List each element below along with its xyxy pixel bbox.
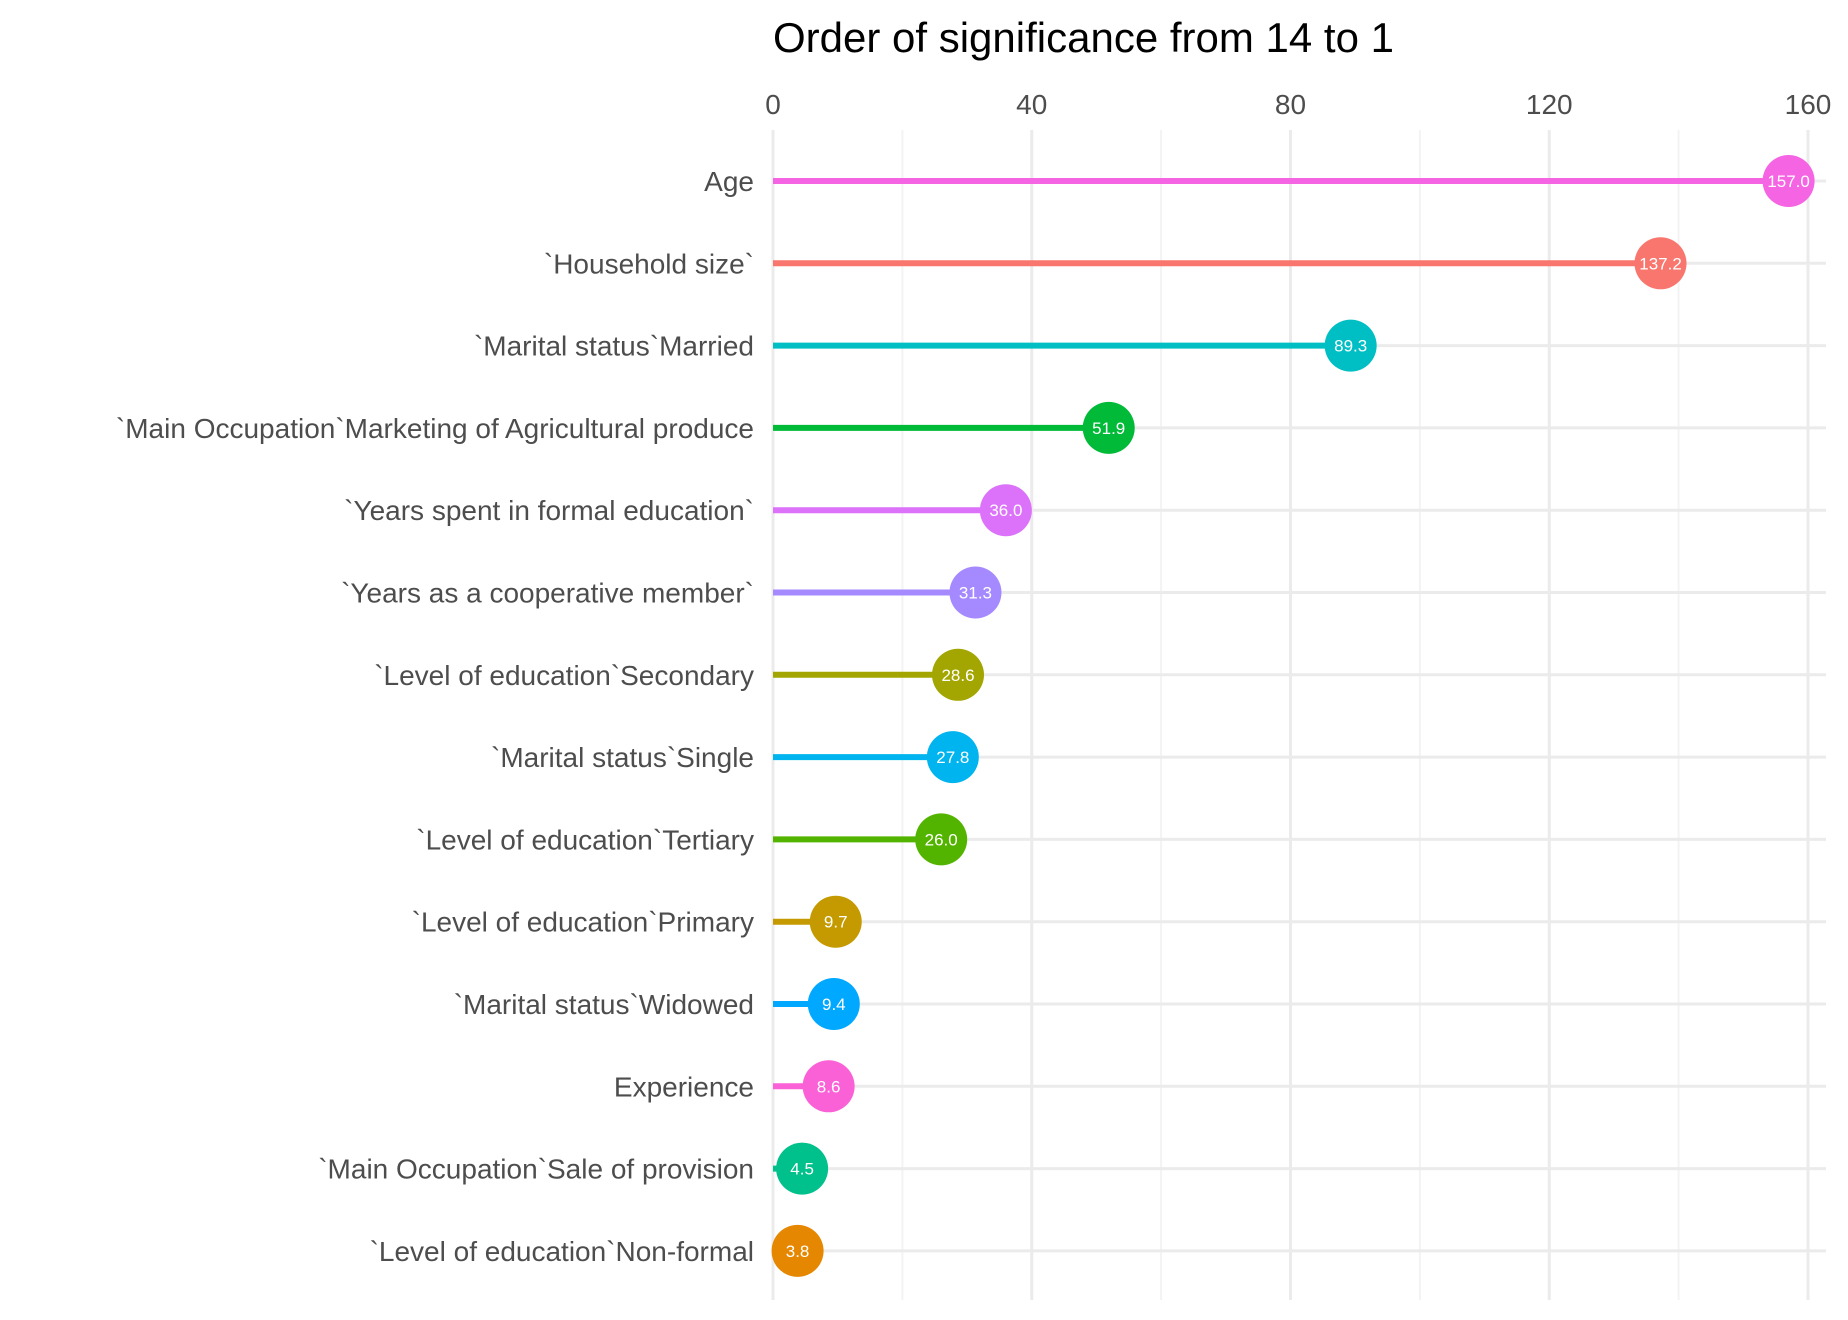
lollipop-point xyxy=(807,978,860,1030)
category-label: `Main Occupation`Sale of provision xyxy=(318,1154,754,1185)
lollipop-point xyxy=(802,1060,855,1113)
lollipop-point xyxy=(771,1224,824,1277)
value-label: 9.4 xyxy=(822,995,846,1014)
chart-title: Order of significance from 14 to 1 xyxy=(773,14,1394,61)
lollipop-point xyxy=(1324,319,1377,372)
lollipop-point xyxy=(1762,155,1815,207)
category-label: `Marital status`Single xyxy=(491,742,754,773)
value-label: 28.6 xyxy=(941,666,974,685)
value-label: 157.0 xyxy=(1767,172,1810,191)
x-tick-label: 120 xyxy=(1526,89,1573,120)
value-label: 31.3 xyxy=(959,584,992,603)
x-axis-ticks: 0 40 80 120 160 xyxy=(765,89,1831,120)
lollipop-point xyxy=(776,1142,829,1195)
category-label: `Marital status`Married xyxy=(474,331,754,362)
x-tick-label: 0 xyxy=(765,89,781,120)
value-label: 3.8 xyxy=(786,1242,810,1261)
lollipop-point xyxy=(915,813,968,866)
value-label: 89.3 xyxy=(1334,337,1367,356)
lollipop-point xyxy=(809,895,862,948)
lollipop-point xyxy=(926,731,979,784)
x-tick-label: 160 xyxy=(1785,89,1832,120)
value-label: 51.9 xyxy=(1092,419,1125,438)
value-label: 8.6 xyxy=(817,1077,841,1096)
lollipop-point xyxy=(1634,237,1687,290)
category-label: Age xyxy=(704,166,754,197)
category-label: `Level of education`Secondary xyxy=(374,660,754,691)
category-label: `Level of education`Tertiary xyxy=(416,824,754,855)
lollipop-marks: 157.0 137.2 89.3 51.9 36.0 31.3 28.6 27.8 26.0 9.… xyxy=(771,155,1815,1277)
category-label: `Years as a cooperative member` xyxy=(341,578,754,609)
x-tick-label: 80 xyxy=(1275,89,1306,120)
category-label: `Marital status`Widowed xyxy=(454,989,754,1020)
category-label: `Main Occupation`Marketing of Agricultur… xyxy=(116,413,754,444)
lollipop-point xyxy=(949,566,1002,619)
category-label: `Household size` xyxy=(544,248,754,279)
value-label: 9.7 xyxy=(824,913,848,932)
value-label: 4.5 xyxy=(790,1160,814,1179)
grid-lines xyxy=(771,130,1826,1300)
lollipop-point xyxy=(1082,401,1135,454)
category-labels: Age `Household size` `Marital status`Marri… xyxy=(116,166,754,1267)
lollipop-point xyxy=(932,648,985,701)
x-tick-label: 40 xyxy=(1016,89,1047,120)
category-label: `Years spent in formal education` xyxy=(344,495,754,526)
value-label: 137.2 xyxy=(1639,254,1682,273)
category-label: Experience xyxy=(614,1071,754,1102)
value-label: 26.0 xyxy=(925,830,958,849)
category-label: `Level of education`Non-formal xyxy=(370,1236,754,1267)
value-label: 27.8 xyxy=(936,748,969,767)
lollipop-point xyxy=(979,484,1032,537)
value-label: 36.0 xyxy=(989,501,1022,520)
category-label: `Level of education`Primary xyxy=(412,907,754,938)
